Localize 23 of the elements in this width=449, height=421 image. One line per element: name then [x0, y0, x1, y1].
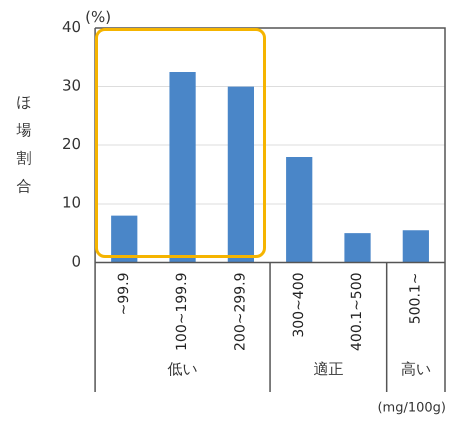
- bar: [111, 216, 138, 262]
- y-tick-label: 0: [72, 252, 82, 270]
- bar: [286, 156, 312, 262]
- x-tick-label: 400.1~500: [349, 272, 366, 351]
- text: 低い: [168, 360, 198, 378]
- text: (%): [85, 8, 112, 26]
- bar: [169, 72, 196, 262]
- x-tick-label: 200~299.9: [232, 272, 249, 351]
- text: 高い: [400, 360, 431, 378]
- x-axis-title: (mg/100g): [377, 400, 446, 416]
- y-tick-label: 10: [62, 194, 82, 212]
- bar: [344, 233, 371, 262]
- y-tick-label: 20: [62, 135, 82, 154]
- y-tick-label: 30: [62, 76, 82, 95]
- y-tick-label: 40: [62, 18, 82, 36]
- y-axis-title: ほ場割合: [16, 93, 32, 196]
- text: 適正: [313, 360, 344, 378]
- x-tick-label: ~99.9: [116, 272, 132, 316]
- x-tick-label: 500.1~: [407, 272, 424, 324]
- bar: [228, 86, 254, 262]
- x-tick-label: 300~400: [290, 272, 307, 338]
- bar: [402, 230, 429, 262]
- x-tick-label: 100~199.9: [174, 272, 190, 351]
